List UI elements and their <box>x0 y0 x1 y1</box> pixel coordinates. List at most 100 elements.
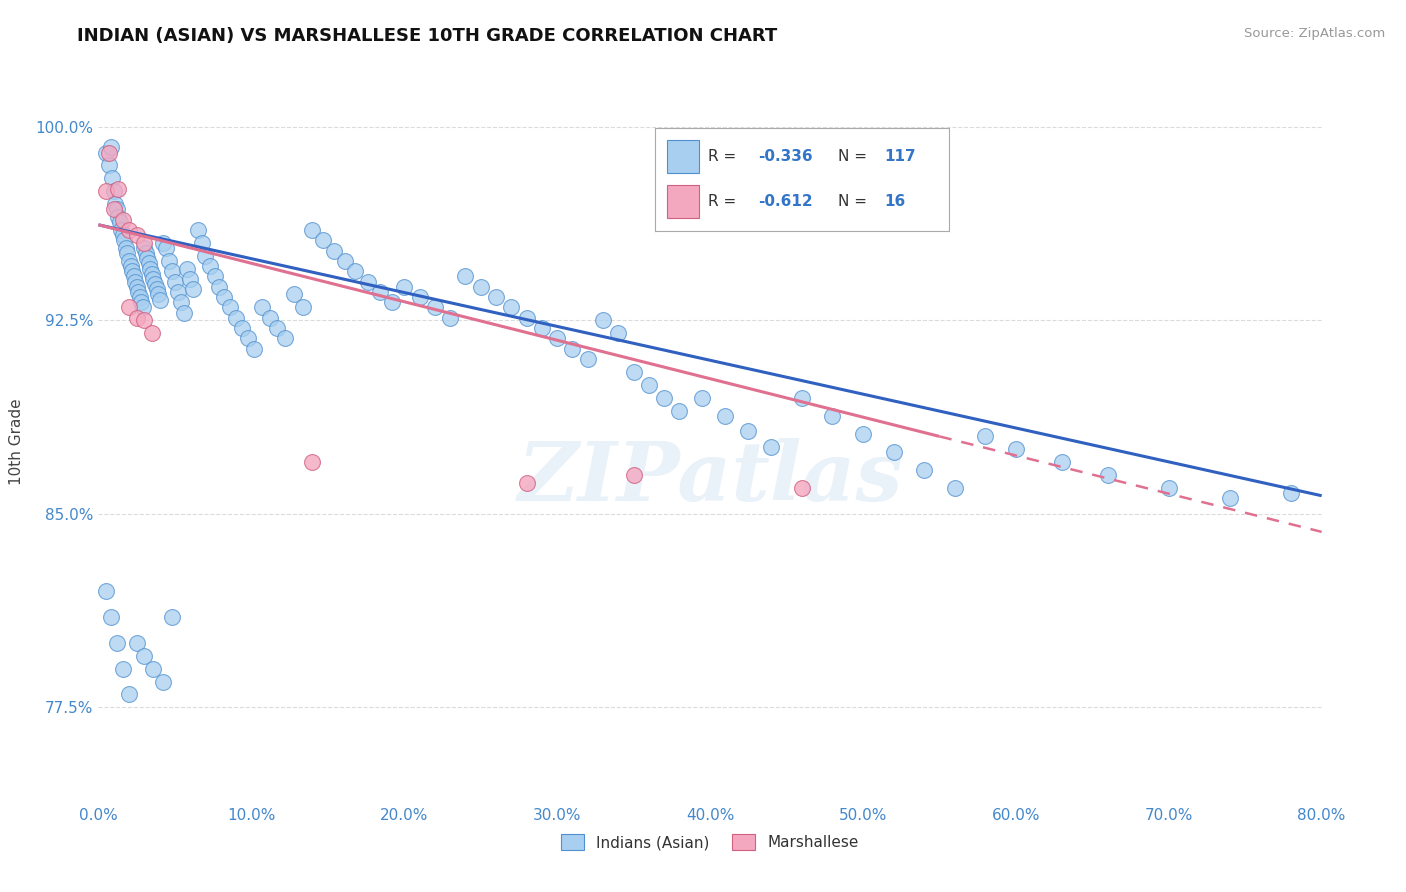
Point <box>124 275 146 289</box>
Point <box>737 424 759 438</box>
Point <box>100 610 122 624</box>
Point <box>212 290 235 304</box>
Point <box>111 228 134 243</box>
Point <box>576 351 599 366</box>
Point <box>120 259 142 273</box>
Point <box>117 246 139 260</box>
Point <box>108 215 131 229</box>
Point <box>103 202 125 217</box>
Point <box>259 310 281 325</box>
Text: 117: 117 <box>884 149 917 164</box>
Point <box>243 342 266 356</box>
Point <box>231 321 253 335</box>
Point <box>179 272 201 286</box>
Point <box>561 342 583 356</box>
Point <box>301 223 323 237</box>
Point <box>668 403 690 417</box>
Point <box>1279 486 1302 500</box>
Text: -0.612: -0.612 <box>758 194 813 210</box>
Point <box>128 290 150 304</box>
Point <box>152 674 174 689</box>
Point <box>381 295 404 310</box>
Point <box>194 249 217 263</box>
Point <box>1050 455 1073 469</box>
Y-axis label: 10th Grade: 10th Grade <box>10 398 24 485</box>
Point <box>138 256 160 270</box>
Point <box>94 584 117 599</box>
Point <box>546 331 568 345</box>
Point <box>134 648 156 663</box>
Text: N =: N = <box>838 194 872 210</box>
Point <box>187 223 209 237</box>
Text: -0.336: -0.336 <box>758 149 813 164</box>
Point <box>1097 468 1119 483</box>
Point <box>125 310 148 325</box>
Point <box>852 426 875 441</box>
Point <box>122 269 145 284</box>
Point <box>274 331 297 345</box>
Point <box>134 313 156 327</box>
Point <box>135 246 157 260</box>
Point <box>501 301 523 315</box>
Point <box>129 295 152 310</box>
Point <box>142 272 165 286</box>
Point <box>191 235 214 250</box>
Point <box>149 293 172 307</box>
Point <box>134 241 156 255</box>
Point <box>145 282 167 296</box>
Point <box>136 252 159 266</box>
Point <box>141 326 163 340</box>
Point <box>98 158 121 172</box>
Point <box>134 235 156 250</box>
Point <box>974 429 997 443</box>
Point <box>98 145 121 160</box>
Point <box>139 261 162 276</box>
Point <box>219 301 242 315</box>
Point <box>121 264 143 278</box>
Point <box>356 275 378 289</box>
Point <box>652 391 675 405</box>
Point <box>790 391 813 405</box>
Point <box>115 241 138 255</box>
Point <box>250 301 273 315</box>
Point <box>125 636 148 650</box>
Bar <box>666 186 699 219</box>
Point <box>101 171 124 186</box>
Text: 16: 16 <box>884 194 905 210</box>
Legend: Indians (Asian), Marshallese: Indians (Asian), Marshallese <box>555 829 865 856</box>
Point <box>1157 481 1180 495</box>
Point <box>392 279 416 293</box>
Point <box>883 445 905 459</box>
Point <box>516 310 538 325</box>
Point <box>173 305 195 319</box>
Point <box>176 261 198 276</box>
Point <box>167 285 190 299</box>
Point <box>160 264 183 278</box>
Text: N =: N = <box>838 149 872 164</box>
Point <box>283 287 305 301</box>
Text: R =: R = <box>709 194 741 210</box>
Point <box>125 228 148 243</box>
Point <box>454 269 477 284</box>
Point <box>637 377 661 392</box>
Point <box>208 279 231 293</box>
Point <box>118 223 141 237</box>
Bar <box>666 140 699 173</box>
Point <box>912 463 935 477</box>
Point <box>125 279 148 293</box>
Point <box>118 687 141 701</box>
Point <box>105 636 128 650</box>
Point <box>112 233 135 247</box>
Point <box>623 468 645 483</box>
Point <box>516 475 538 490</box>
Point <box>322 244 344 258</box>
Point <box>104 197 127 211</box>
Point <box>103 184 125 198</box>
Point <box>485 290 508 304</box>
Text: Source: ZipAtlas.com: Source: ZipAtlas.com <box>1244 27 1385 40</box>
Point <box>105 202 128 217</box>
Point <box>530 321 553 335</box>
Point <box>368 285 391 299</box>
Point <box>821 409 844 423</box>
Point <box>141 267 163 281</box>
